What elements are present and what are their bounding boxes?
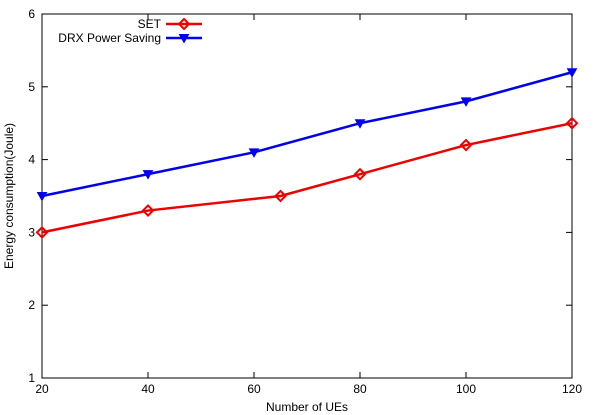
legend-marker bbox=[178, 34, 190, 44]
series-line bbox=[41, 71, 573, 198]
data-point bbox=[35, 225, 49, 239]
legend-item: DRX Power Saving bbox=[58, 31, 202, 45]
series-layer bbox=[35, 68, 579, 239]
series-drx-power-saving bbox=[36, 68, 578, 202]
y-tick-label: 4 bbox=[28, 153, 35, 167]
x-tick-label: 40 bbox=[141, 382, 155, 396]
y-tick-label: 6 bbox=[28, 7, 35, 21]
x-tick-label: 80 bbox=[353, 382, 367, 396]
plot-frame bbox=[41, 13, 573, 379]
y-tick-label: 3 bbox=[28, 225, 35, 239]
series-line bbox=[41, 121, 573, 234]
data-point bbox=[248, 148, 260, 158]
x-tick-label: 100 bbox=[456, 382, 476, 396]
legend-label: DRX Power Saving bbox=[58, 31, 161, 45]
data-point bbox=[141, 204, 155, 217]
y-tick-label: 5 bbox=[28, 80, 35, 94]
x-tick-label: 120 bbox=[562, 382, 582, 396]
x-tick-label: 20 bbox=[35, 382, 49, 396]
data-point bbox=[566, 68, 578, 78]
data-point bbox=[354, 119, 366, 129]
x-axis: 20 40 60 80 100 120 bbox=[35, 14, 582, 396]
series-set bbox=[35, 116, 579, 239]
data-point bbox=[460, 97, 472, 107]
x-tick-label: 60 bbox=[247, 382, 261, 396]
data-point bbox=[459, 138, 473, 152]
y-axis: 1 2 3 4 5 6 bbox=[28, 7, 572, 385]
legend-label: SET bbox=[138, 17, 162, 31]
y-axis-title: Energy consumption(Joule) bbox=[2, 123, 16, 269]
data-point bbox=[353, 167, 367, 181]
legend-marker bbox=[177, 17, 191, 31]
data-point bbox=[36, 192, 48, 202]
y-tick-label: 1 bbox=[28, 371, 35, 385]
x-axis-title: Number of UEs bbox=[266, 400, 348, 414]
y-tick-label: 2 bbox=[28, 298, 35, 312]
legend-item: SET bbox=[138, 17, 202, 31]
data-point bbox=[274, 189, 287, 203]
data-point bbox=[142, 170, 154, 180]
data-point bbox=[565, 116, 579, 130]
